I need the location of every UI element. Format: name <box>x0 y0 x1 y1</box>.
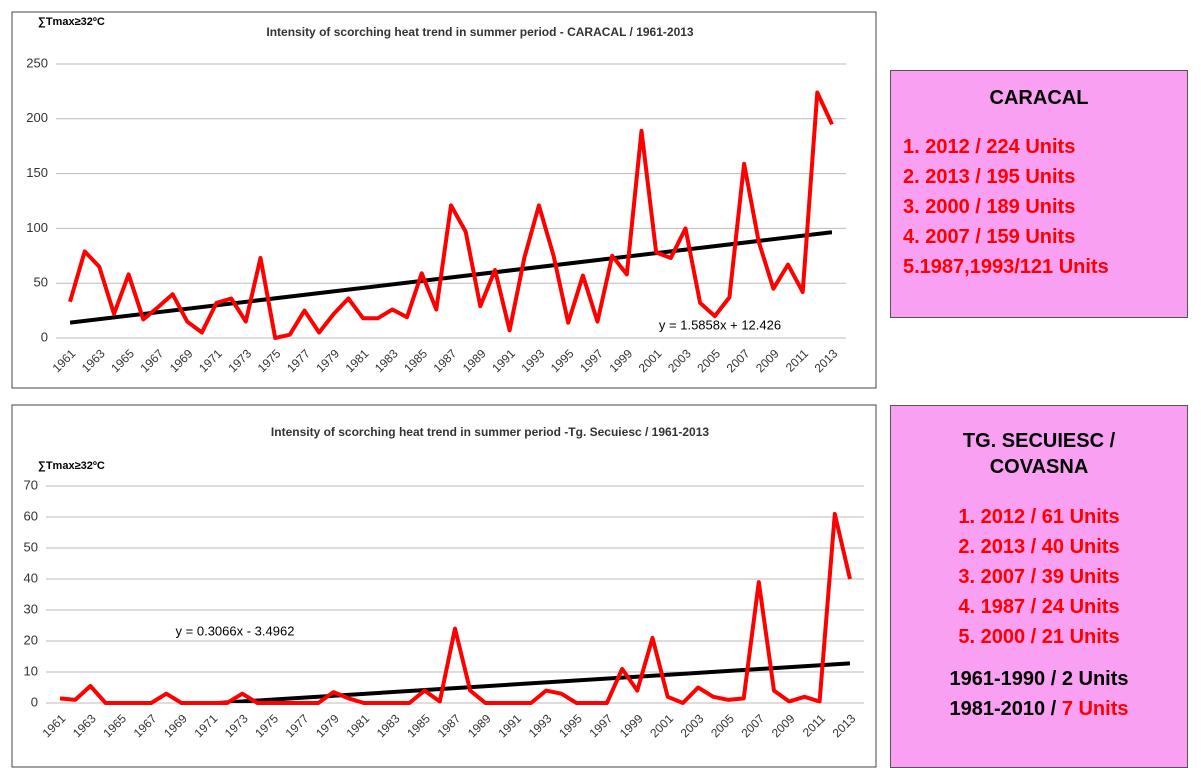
panel-title-line: TG. SECUIESC / <box>962 430 1116 452</box>
y-tick-label: 50 <box>34 275 48 290</box>
y-tick-label: 30 <box>24 601 38 616</box>
chart-frame <box>11 11 877 389</box>
y-tick-label: 70 <box>24 477 38 492</box>
trend-equation: y = 1.5858x + 12.426 <box>659 317 781 332</box>
panel-note-part: 7 Units <box>1061 698 1129 720</box>
info-panel: TG. SECUIESC / COVASNA 1. 2012 / 61 Unit… <box>890 405 1188 768</box>
panel-title-line: COVASNA <box>989 456 1089 478</box>
panel-item: 1. 2012 / 61 Units <box>958 506 1120 528</box>
y-tick-label: 250 <box>26 55 48 70</box>
panel-list: 1. 2012 / 224 Units 2. 2013 / 195 Units … <box>903 132 1175 282</box>
chart-title: Intensity of scorching heat trend in sum… <box>271 425 709 439</box>
panel-item: 3. 2007 / 39 Units <box>958 566 1120 588</box>
y-axis-label: ∑Tmax≥32ºC <box>38 460 105 472</box>
trend-equation: y = 0.3066x - 3.4962 <box>176 623 295 638</box>
panel-notes: 1961-1990 / 2 Units 1981-2010 / 7 Units <box>897 664 1181 724</box>
chart-frame <box>11 404 877 768</box>
data-line <box>68 90 834 340</box>
info-panel: CARACAL 1. 2012 / 224 Units 2. 2013 / 19… <box>890 70 1188 318</box>
y-tick-label: 0 <box>41 329 48 344</box>
y-tick-label: 20 <box>24 632 38 647</box>
y-tick-label: 150 <box>26 165 48 180</box>
trend-line <box>70 230 832 325</box>
panel-item: 1. 2012 / 224 Units <box>903 136 1076 158</box>
panel-note: 1981-2010 / 7 Units <box>897 694 1181 724</box>
y-axis-label: ∑Tmax≥32ºC <box>38 16 105 28</box>
data-line <box>59 511 852 705</box>
y-tick-label: 200 <box>26 110 48 125</box>
panel-item: 3. 2000 / 189 Units <box>903 196 1076 218</box>
panel-title: TG. SECUIESC / COVASNA <box>897 428 1181 480</box>
y-tick-label: 0 <box>31 694 38 709</box>
panel-note-part: 1981-2010 / <box>949 698 1057 720</box>
panel-item: 5.1987,1993/121 Units <box>903 256 1109 278</box>
panel-list: 1. 2012 / 61 Units 2. 2013 / 40 Units 3.… <box>897 502 1181 652</box>
y-tick-label: 10 <box>24 663 38 678</box>
y-tick-label: 40 <box>24 570 38 585</box>
panel-title: CARACAL <box>989 87 1089 109</box>
y-tick-label: 60 <box>24 508 38 523</box>
panel-item: 5. 2000 / 21 Units <box>958 626 1120 648</box>
trend-line <box>186 661 850 703</box>
panel-item: 4. 1987 / 24 Units <box>958 596 1120 618</box>
panel-item: 4. 2007 / 159 Units <box>903 226 1076 248</box>
y-tick-label: 100 <box>26 220 48 235</box>
charts: Intensity of scorching heat trend in sum… <box>11 11 877 768</box>
panel-item: 2. 2013 / 195 Units <box>903 166 1076 188</box>
panel-item: 2. 2013 / 40 Units <box>958 536 1120 558</box>
chart-title: Intensity of scorching heat trend in sum… <box>266 25 694 39</box>
panel-note: 1961-1990 / 2 Units <box>949 668 1129 690</box>
y-tick-label: 50 <box>24 539 38 554</box>
